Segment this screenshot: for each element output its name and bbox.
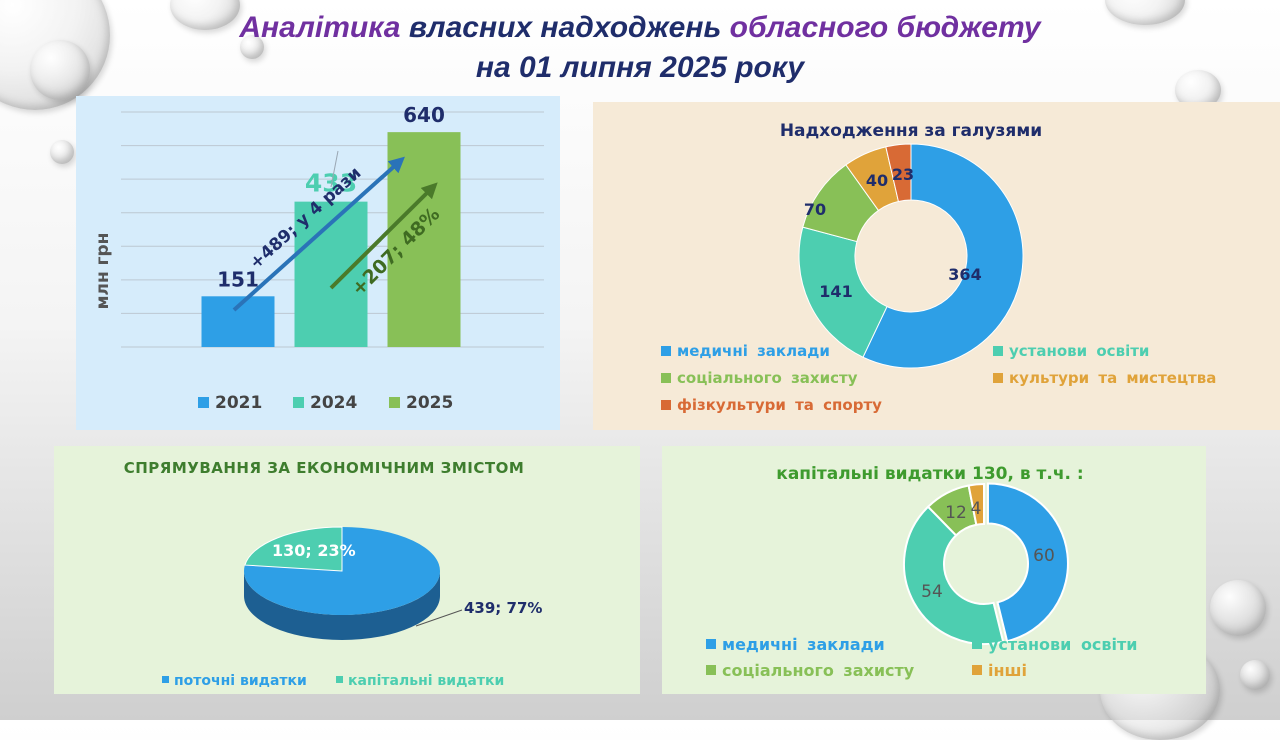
data-label: 640 bbox=[403, 103, 445, 127]
legend-label: соціального захисту bbox=[677, 369, 858, 387]
water-drop-decoration bbox=[1210, 580, 1266, 636]
economic-pie-chart: СПРЯМУВАННЯ ЗА ЕКОНОМІЧНИМ ЗМІСТОМ 130; 2… bbox=[124, 459, 543, 689]
data-label: 364 bbox=[948, 265, 981, 284]
label-leader-line bbox=[415, 609, 463, 627]
legend-swatch bbox=[198, 397, 209, 408]
legend-swatch bbox=[993, 346, 1003, 356]
water-drop-decoration bbox=[1240, 660, 1270, 690]
title-line-2: на 01 липня 2025 року bbox=[475, 51, 805, 84]
water-drop-decoration bbox=[30, 40, 90, 100]
bar-chart-panel: млн грн 151 433 640 +489; у 4 рази +207; 48% 2… bbox=[76, 96, 560, 430]
legend-label: 2024 bbox=[310, 393, 357, 413]
title-line-1: Аналітика власних надходжень обласного б… bbox=[0, 8, 1280, 48]
growth-arrow-2024-2025 bbox=[329, 182, 438, 290]
legend-label: капітальні видатки bbox=[348, 673, 504, 689]
legend-swatch bbox=[972, 665, 982, 675]
water-drop-decoration bbox=[50, 140, 74, 164]
y-axis-label: млн грн bbox=[93, 233, 113, 310]
chart-title: СПРЯМУВАННЯ ЗА ЕКОНОМІЧНИМ ЗМІСТОМ bbox=[124, 459, 525, 477]
bar-2024 bbox=[294, 201, 368, 347]
data-label: 12 bbox=[945, 503, 967, 523]
donut-slice bbox=[798, 226, 888, 358]
title-part-3: обласного бюджету bbox=[729, 11, 1041, 44]
data-label: 130; 23% bbox=[272, 541, 356, 560]
title-part-2: власних надходжень bbox=[408, 11, 722, 44]
data-label: 54 bbox=[921, 582, 943, 602]
legend-swatch bbox=[661, 373, 671, 383]
legend-label: медичні заклади bbox=[677, 342, 830, 360]
page-title: Аналітика власних надходжень обласного б… bbox=[0, 8, 1280, 88]
donut-slice bbox=[903, 505, 1005, 645]
legend-swatch bbox=[162, 676, 169, 683]
sector-donut-panel: Надходження за галузями 364 141 70 40 23 медич… bbox=[593, 102, 1280, 430]
legend-swatch bbox=[389, 397, 400, 408]
legend-label: установи освіти bbox=[1009, 342, 1149, 360]
data-label: 4 bbox=[971, 499, 982, 519]
donut-slice bbox=[986, 482, 1069, 643]
legend-swatch bbox=[293, 397, 304, 408]
legend-label: установи освіти bbox=[988, 635, 1138, 654]
data-label: 151 bbox=[217, 267, 259, 291]
legend-label: 2025 bbox=[406, 393, 453, 413]
legend-label: культури та мистецтва bbox=[1009, 369, 1216, 387]
data-label: 70 bbox=[804, 200, 826, 219]
label-leader-line bbox=[330, 150, 339, 188]
growth-arrow-2021-2025 bbox=[232, 156, 405, 312]
pie-side-wall bbox=[244, 571, 440, 640]
water-drop-decoration bbox=[240, 35, 264, 59]
economic-pie-panel: СПРЯМУВАННЯ ЗА ЕКОНОМІЧНИМ ЗМІСТОМ 130; 2… bbox=[54, 446, 640, 694]
legend-swatch bbox=[661, 400, 671, 410]
legend-label: фізкультури та спорту bbox=[677, 396, 882, 414]
legend-swatch bbox=[706, 665, 716, 675]
donut-slice bbox=[885, 143, 912, 203]
donut-slice bbox=[862, 143, 1024, 369]
data-label: 439; 77% bbox=[464, 599, 542, 617]
legend-swatch bbox=[993, 373, 1003, 383]
legend-label: медичні заклади bbox=[722, 635, 885, 654]
legend-label: 2021 bbox=[215, 393, 262, 413]
capital-donut-panel: капітальні видатки 130, в т.ч. : 60 54 12 4 м… bbox=[662, 446, 1206, 694]
data-label: 60 bbox=[1033, 546, 1055, 566]
legend-label: поточні видатки bbox=[174, 673, 307, 689]
capital-donut-chart: капітальні видатки 130, в т.ч. : 60 54 12 4 м… bbox=[706, 464, 1138, 680]
data-label: 433 bbox=[305, 169, 357, 198]
data-label: 40 bbox=[866, 171, 888, 190]
pie-slice-capital bbox=[244, 526, 343, 572]
data-label: 141 bbox=[819, 282, 852, 301]
legend-swatch bbox=[336, 676, 343, 683]
legend-label: соціального захисту bbox=[722, 661, 915, 680]
legend-swatch bbox=[706, 639, 716, 649]
legend-swatch bbox=[972, 639, 982, 649]
chart-title: Надходження за галузями bbox=[780, 121, 1042, 141]
legend-label: інші bbox=[988, 661, 1027, 680]
title-part-1: Аналітика bbox=[239, 11, 401, 44]
legend-swatch bbox=[661, 346, 671, 356]
donut-slice bbox=[967, 482, 985, 526]
chart-title: капітальні видатки 130, в т.ч. : bbox=[776, 464, 1083, 484]
data-label: 23 bbox=[892, 165, 914, 184]
sector-donut-chart: Надходження за галузями 364 141 70 40 23 медич… bbox=[661, 121, 1216, 414]
